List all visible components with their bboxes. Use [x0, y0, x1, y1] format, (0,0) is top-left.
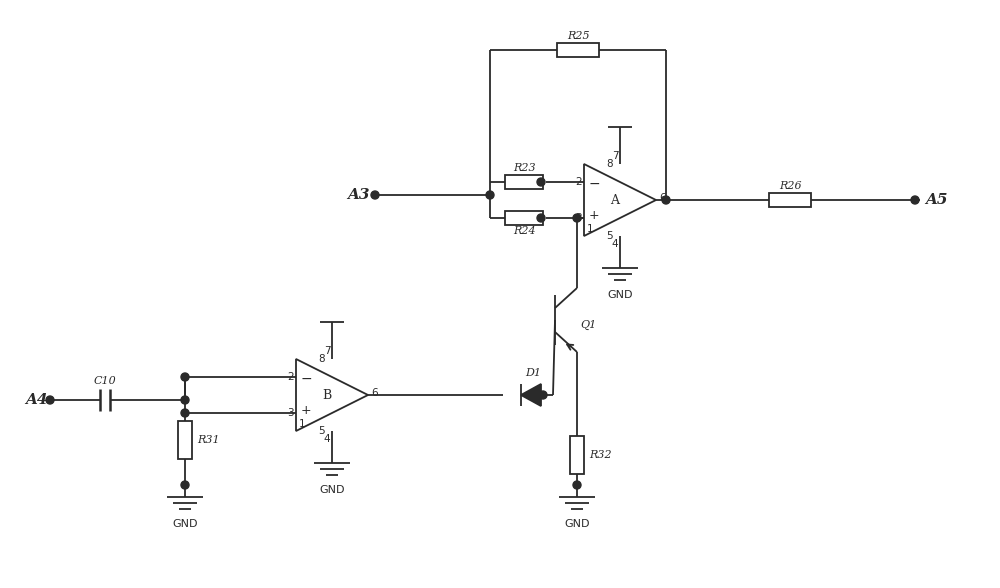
Text: 4: 4: [324, 434, 330, 444]
Text: 7: 7: [324, 346, 330, 356]
Text: R26: R26: [779, 181, 801, 191]
Circle shape: [371, 191, 379, 199]
Circle shape: [46, 396, 54, 404]
Text: C10: C10: [94, 376, 116, 386]
Text: −: −: [588, 177, 600, 191]
Text: 1: 1: [299, 419, 305, 429]
Text: B: B: [322, 389, 332, 402]
Text: 6: 6: [371, 388, 378, 398]
Circle shape: [181, 409, 189, 417]
Text: R25: R25: [567, 31, 589, 41]
Text: GND: GND: [319, 485, 345, 495]
Circle shape: [486, 191, 494, 199]
Circle shape: [181, 396, 189, 404]
Bar: [178, 421, 192, 459]
Text: 2: 2: [287, 372, 294, 382]
Text: A: A: [610, 193, 620, 206]
Text: R23: R23: [513, 163, 535, 173]
Bar: [505, 211, 543, 225]
Text: GND: GND: [607, 290, 633, 300]
Bar: [557, 43, 599, 57]
Polygon shape: [584, 164, 656, 236]
Text: R32: R32: [589, 450, 612, 460]
Circle shape: [181, 373, 189, 381]
Text: +: +: [301, 405, 311, 417]
Text: +: +: [589, 209, 599, 222]
Text: 3: 3: [287, 408, 294, 418]
Text: GND: GND: [564, 519, 590, 529]
Text: 8: 8: [606, 159, 613, 169]
Polygon shape: [521, 384, 541, 406]
Circle shape: [911, 196, 919, 204]
Text: 5: 5: [606, 231, 613, 241]
Polygon shape: [296, 359, 368, 431]
Text: 7: 7: [612, 151, 618, 161]
Text: GND: GND: [172, 519, 198, 529]
Text: A4: A4: [25, 393, 48, 407]
Circle shape: [539, 391, 547, 399]
Text: R31: R31: [197, 435, 220, 445]
Text: 1: 1: [587, 224, 593, 234]
Circle shape: [537, 178, 545, 186]
Text: R24: R24: [513, 226, 535, 236]
Text: −: −: [300, 372, 312, 386]
Circle shape: [573, 214, 581, 222]
Text: 8: 8: [318, 354, 325, 364]
Text: 4: 4: [612, 239, 618, 249]
Text: 6: 6: [659, 193, 666, 203]
Text: D1: D1: [525, 368, 541, 378]
Circle shape: [662, 196, 670, 204]
Bar: [570, 436, 584, 474]
Circle shape: [181, 481, 189, 489]
Text: A3: A3: [348, 188, 370, 202]
Bar: [505, 175, 543, 189]
Text: 3: 3: [575, 213, 582, 223]
Text: A5: A5: [925, 193, 947, 207]
Bar: [769, 193, 811, 207]
Text: 5: 5: [318, 426, 325, 436]
Text: 2: 2: [575, 177, 582, 187]
Text: Q1: Q1: [580, 320, 596, 330]
Circle shape: [573, 481, 581, 489]
Circle shape: [537, 214, 545, 222]
